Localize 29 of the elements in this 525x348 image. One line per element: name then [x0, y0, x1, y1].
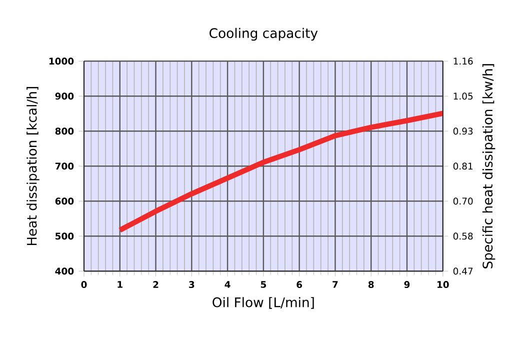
- y-tick-label: 500: [56, 232, 74, 240]
- y-tick-label: 600: [55, 198, 74, 205]
- x-tick-label: 7: [332, 281, 338, 288]
- y-tick-label: 800: [55, 128, 74, 135]
- x-tick-label: 0: [81, 281, 87, 288]
- y2-tick-label: 0.47: [453, 268, 473, 275]
- y2-axis-title: Specific heat dissipation [kw/h]: [482, 64, 496, 268]
- y-tick-label: 1000: [49, 58, 74, 65]
- x-tick-label: 10: [437, 281, 449, 288]
- x-tick-label: 1: [118, 281, 122, 288]
- y2-tick-label: 0.81: [453, 162, 473, 170]
- x-tick-label: 3: [189, 281, 194, 288]
- x-tick-label: 2: [153, 281, 158, 288]
- y2-tick-label: 1.16: [454, 58, 473, 65]
- y-tick-label: 900: [55, 92, 74, 100]
- y-axis-title: Heat dissipation [kcal/h]: [26, 87, 40, 246]
- x-tick-label: 4: [224, 281, 230, 288]
- x-tick-label: 5: [260, 281, 266, 288]
- y2-tick-label: 0.70: [453, 198, 473, 205]
- y2-tick-label: 1.05: [454, 92, 473, 100]
- x-axis-title: Oil Flow [L/min]: [212, 297, 314, 309]
- y2-tick-label: 0.58: [453, 232, 473, 240]
- chart-title: Cooling capacity: [210, 28, 318, 41]
- y2-tick-label: 0.93: [453, 128, 473, 135]
- y-tick-label: 400: [55, 268, 74, 275]
- y-tick-label: 700: [55, 162, 74, 170]
- x-tick-label: 8: [368, 281, 374, 288]
- x-tick-label: 6: [296, 281, 302, 288]
- x-tick-label: 9: [404, 281, 410, 288]
